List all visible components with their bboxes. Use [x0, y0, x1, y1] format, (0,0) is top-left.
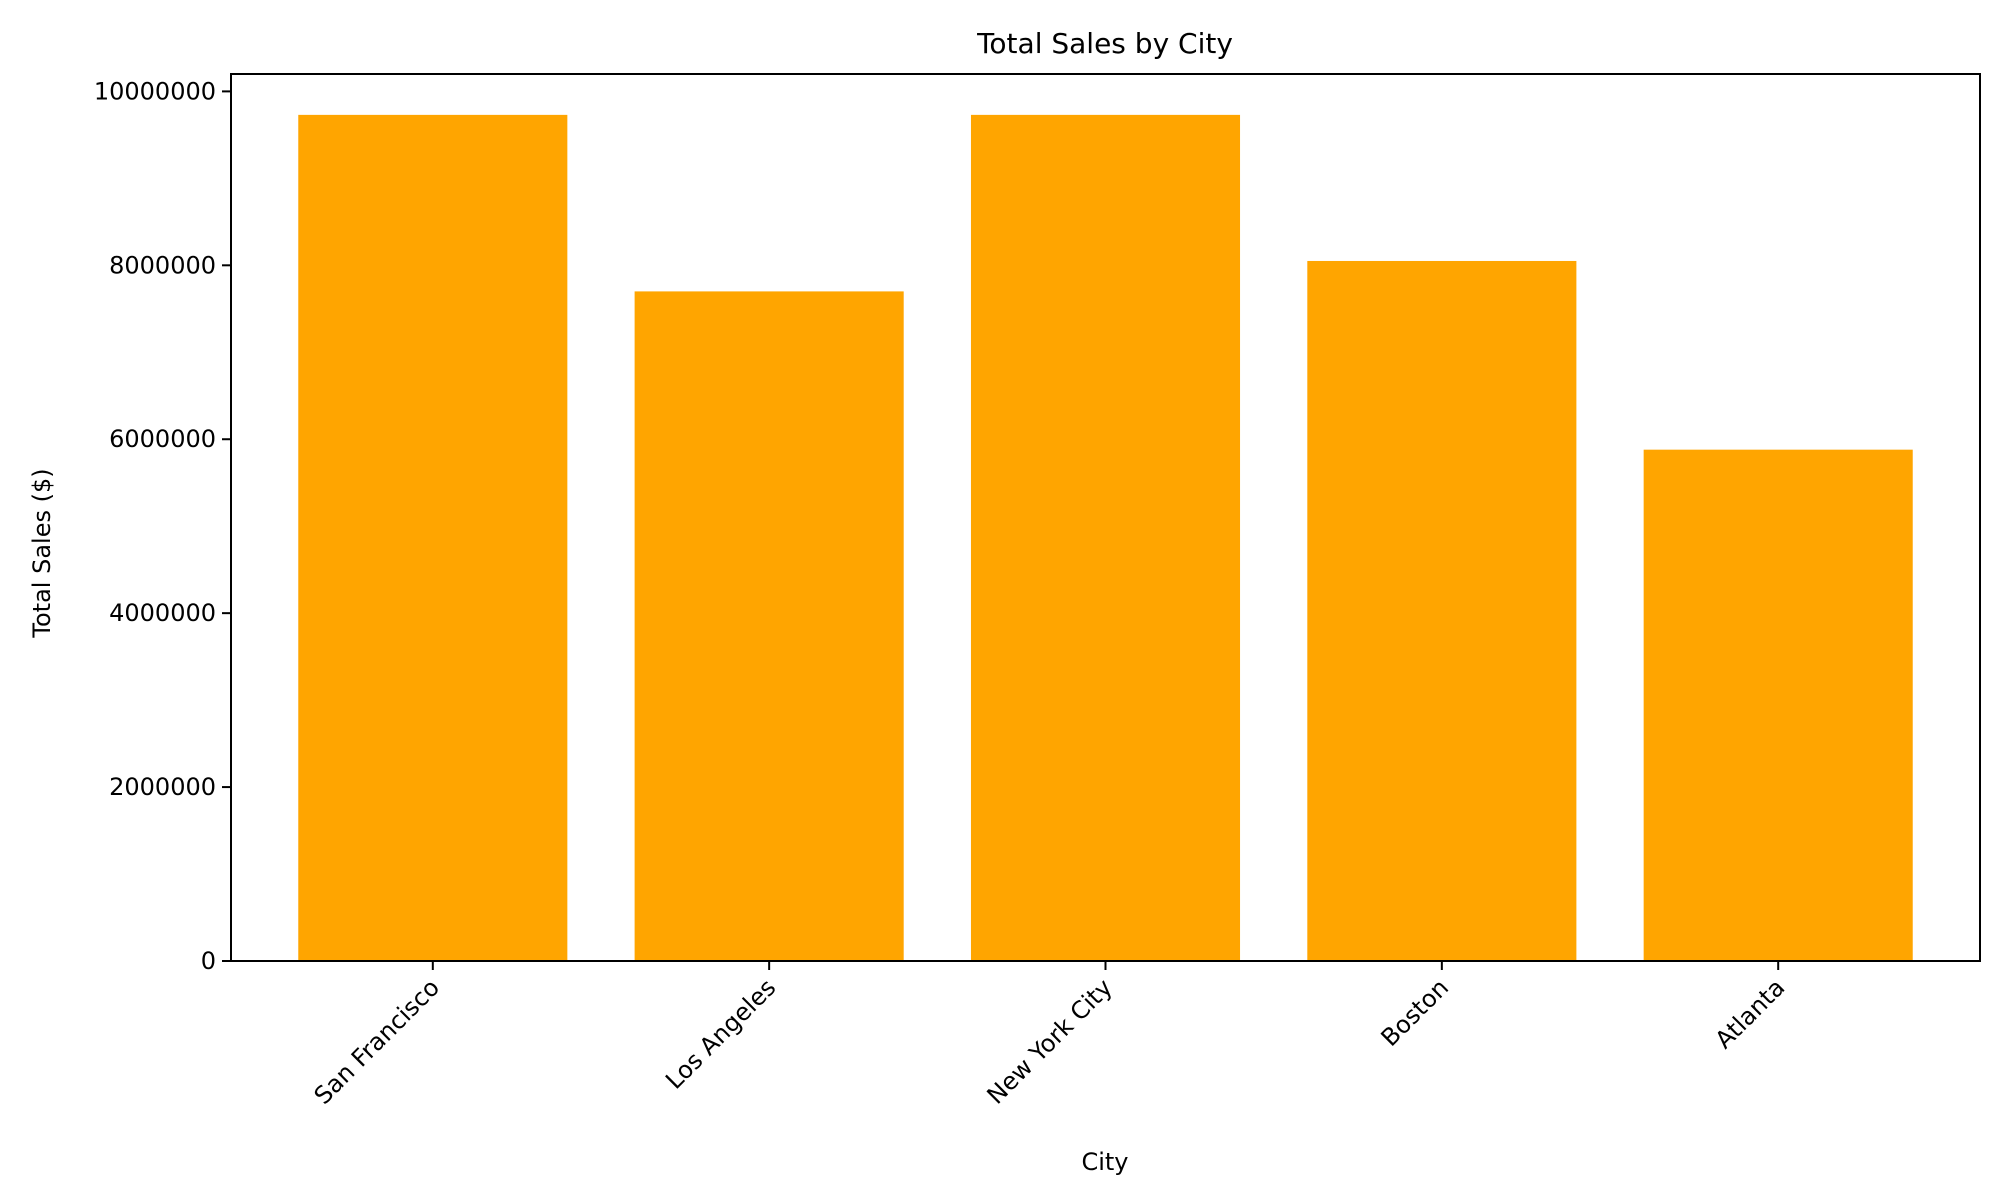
plot-frame: [230, 73, 1981, 962]
y-tick-label: 4000000: [109, 599, 216, 627]
x-tick-label-boston: Boston: [1376, 973, 1454, 1051]
y-tick-label: 10000000: [94, 77, 216, 105]
x-tick-label-los-angeles: Los Angeles: [660, 973, 781, 1094]
y-tick-label: 6000000: [109, 425, 216, 453]
bar-new-york-city: [970, 114, 1241, 961]
x-axis-label: City: [1081, 1148, 1128, 1176]
y-tick-label: 0: [201, 947, 216, 975]
x-tick-label-san-francisco: San Francisco: [309, 973, 445, 1109]
x-axis-ticks: San Francisco Los Angeles New York City Bos…: [309, 961, 1791, 1110]
bars-group: [298, 114, 1913, 961]
x-tick-label-atlanta: Atlanta: [1710, 973, 1791, 1054]
bar-los-angeles: [634, 291, 904, 961]
bar-san-francisco: [298, 114, 568, 961]
chart-title: Total Sales by City: [976, 27, 1233, 60]
y-tick-label: 8000000: [109, 251, 216, 279]
bar-boston: [1307, 260, 1577, 961]
y-axis-label: Total Sales ($): [28, 468, 56, 638]
x-tick-label-new-york-city: New York City: [982, 973, 1118, 1109]
bar-atlanta: [1643, 449, 1913, 961]
y-axis-ticks: 0 2000000 4000000 6000000 8000000 10000000: [94, 77, 231, 975]
y-tick-label: 2000000: [109, 773, 216, 801]
